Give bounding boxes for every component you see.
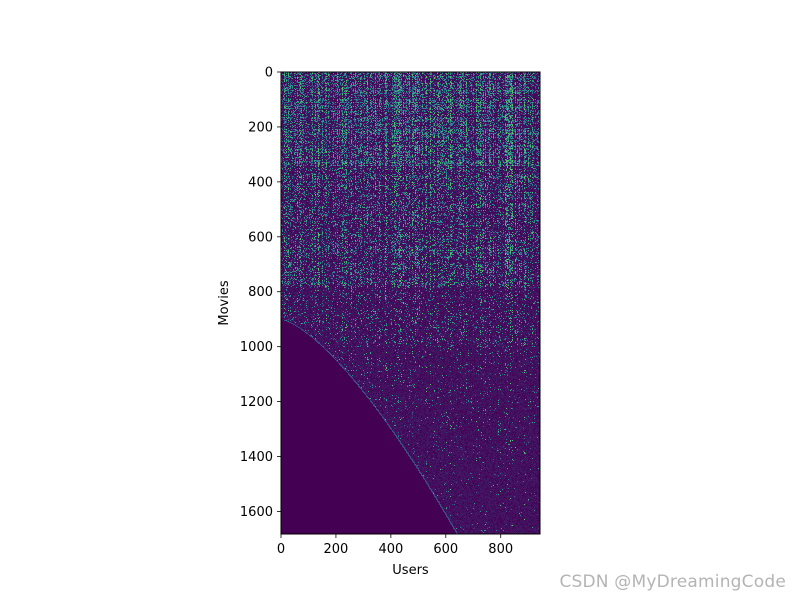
y-tick-label: 0 <box>265 66 273 81</box>
y-tick-label: 800 <box>248 285 273 300</box>
y-tick-label: 1600 <box>240 505 273 520</box>
plot-frame <box>280 71 541 535</box>
y-tick-label: 1000 <box>240 340 273 355</box>
y-tick-label: 1200 <box>240 395 273 410</box>
x-axis: 0 200 400 600 800 <box>277 534 513 557</box>
y-tick-label: 200 <box>248 120 273 135</box>
y-tick-label: 600 <box>248 230 273 245</box>
y-axis-label: Movies <box>217 280 232 325</box>
y-tick-label: 400 <box>248 175 273 190</box>
y-tick-label: 1400 <box>240 450 273 465</box>
x-tick-label: 0 <box>277 542 285 557</box>
x-tick-label: 600 <box>433 542 458 557</box>
x-tick-label: 200 <box>324 542 349 557</box>
heatmap-image <box>281 72 540 534</box>
x-tick-label: 800 <box>488 542 513 557</box>
heatmap-cells <box>281 72 540 534</box>
x-axis-label: Users <box>392 563 429 578</box>
x-tick-label: 400 <box>378 542 403 557</box>
y-axis: 0 200 400 600 800 1000 1200 1400 1600 <box>240 66 281 520</box>
watermark-text: CSDN @MyDreamingCode <box>559 572 786 592</box>
